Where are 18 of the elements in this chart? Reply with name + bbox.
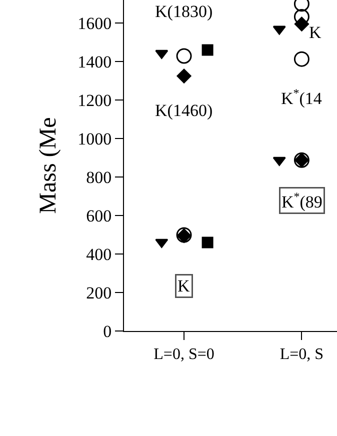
y-tick-label: 200 (86, 283, 112, 302)
y-tick-label: 1200 (78, 91, 112, 110)
annotation: K$^{*}$(14 (281, 86, 322, 108)
y-tick-label: 1000 (78, 130, 112, 149)
annotation: K(1830) (155, 2, 213, 21)
annotation: K(1460) (155, 101, 213, 120)
x-tick-label: L=0, S=0 (154, 346, 214, 364)
y-tick-label: 1600 (78, 14, 112, 34)
y-axis-title: Mass (Me (36, 117, 62, 214)
annotation: K (309, 23, 322, 42)
x-tick-label: L=0, S (280, 346, 324, 364)
y-tick-label: 800 (86, 168, 112, 187)
annotation: K$^{*}$(89 (282, 190, 322, 212)
annotation: K (178, 276, 190, 296)
y-tick-label: 0 (103, 322, 112, 341)
y-tick-label: 1400 (78, 52, 112, 72)
y-tick-label: 400 (86, 244, 112, 264)
y-tick-label: 600 (86, 206, 112, 226)
